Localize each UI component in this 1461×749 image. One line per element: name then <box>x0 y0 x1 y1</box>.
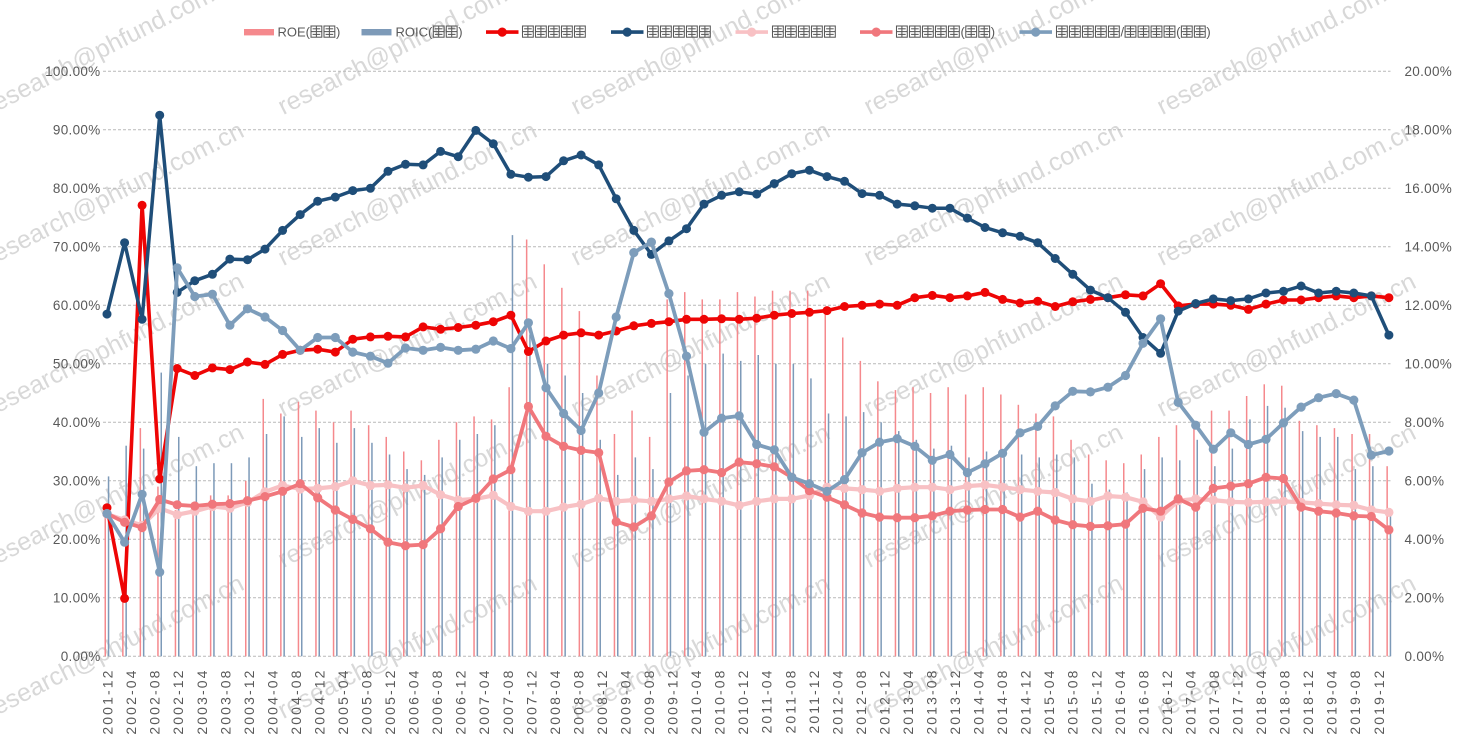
svg-text:60.00%: 60.00% <box>53 298 101 313</box>
svg-text:50.00%: 50.00% <box>53 357 101 372</box>
svg-text:2006-08: 2006-08 <box>429 669 445 735</box>
svg-text:2004-08: 2004-08 <box>288 669 304 735</box>
svg-text:2.00%: 2.00% <box>1405 591 1445 606</box>
svg-text:90.00%: 90.00% <box>53 123 101 138</box>
svg-text:(: ( <box>1176 25 1181 40</box>
svg-text:2001-12: 2001-12 <box>100 669 116 735</box>
svg-text:2008-08: 2008-08 <box>570 669 586 735</box>
svg-text:2012-04: 2012-04 <box>829 669 845 735</box>
svg-text:2008-12: 2008-12 <box>594 669 610 735</box>
svg-text:2007-08: 2007-08 <box>500 669 516 735</box>
svg-text:20.00%: 20.00% <box>53 532 101 547</box>
svg-text:2013-08: 2013-08 <box>924 669 940 735</box>
svg-text:2010-08: 2010-08 <box>712 669 728 735</box>
svg-text:20.00%: 20.00% <box>1405 64 1453 79</box>
svg-text:2007-12: 2007-12 <box>523 669 539 735</box>
svg-text:2018-12: 2018-12 <box>1300 669 1316 735</box>
svg-text:2016-04: 2016-04 <box>1112 669 1128 735</box>
svg-text:2016-12: 2016-12 <box>1159 669 1175 735</box>
svg-text:2002-12: 2002-12 <box>170 669 186 735</box>
svg-text:40.00%: 40.00% <box>53 415 101 430</box>
svg-text:2006-12: 2006-12 <box>453 669 469 735</box>
svg-text:2015-12: 2015-12 <box>1088 669 1104 735</box>
svg-text:2003-08: 2003-08 <box>217 669 233 735</box>
svg-text:): ) <box>458 25 462 40</box>
svg-text:2018-04: 2018-04 <box>1253 669 1269 735</box>
svg-text:30.00%: 30.00% <box>53 474 101 489</box>
svg-text:2002-08: 2002-08 <box>147 669 163 735</box>
svg-text:2010-04: 2010-04 <box>688 669 704 735</box>
svg-text:/: / <box>1121 25 1125 40</box>
svg-text:(: ( <box>961 25 966 40</box>
svg-text:2017-08: 2017-08 <box>1206 669 1222 735</box>
svg-text:2011-04: 2011-04 <box>759 669 775 734</box>
svg-text:2015-04: 2015-04 <box>1041 669 1057 735</box>
svg-text:): ) <box>1206 25 1210 40</box>
svg-text:2009-12: 2009-12 <box>665 669 681 735</box>
svg-text:2012-08: 2012-08 <box>853 669 869 735</box>
svg-text:2013-04: 2013-04 <box>900 669 916 735</box>
svg-text:2003-12: 2003-12 <box>241 669 257 735</box>
svg-text:2002-04: 2002-04 <box>123 669 139 735</box>
svg-text:2005-04: 2005-04 <box>335 669 351 735</box>
svg-text:80.00%: 80.00% <box>53 181 101 196</box>
svg-text:2011-12: 2011-12 <box>806 669 822 734</box>
svg-text:12.00%: 12.00% <box>1405 298 1453 313</box>
svg-text:16.00%: 16.00% <box>1405 181 1453 196</box>
svg-text:2018-08: 2018-08 <box>1277 669 1293 735</box>
svg-text:2014-04: 2014-04 <box>971 669 987 735</box>
svg-text:0.00%: 0.00% <box>61 649 101 664</box>
svg-text:2019-12: 2019-12 <box>1371 669 1387 735</box>
svg-text:2007-04: 2007-04 <box>476 669 492 735</box>
svg-text:): ) <box>336 25 340 40</box>
svg-text:70.00%: 70.00% <box>53 240 101 255</box>
svg-text:8.00%: 8.00% <box>1405 415 1445 430</box>
svg-text:2019-08: 2019-08 <box>1347 669 1363 735</box>
svg-text:2005-12: 2005-12 <box>382 669 398 735</box>
svg-text:2003-04: 2003-04 <box>194 669 210 735</box>
svg-text:2016-08: 2016-08 <box>1135 669 1151 735</box>
svg-text:2006-04: 2006-04 <box>406 669 422 735</box>
svg-text:2009-08: 2009-08 <box>641 669 657 735</box>
svg-text:10.00%: 10.00% <box>53 591 101 606</box>
svg-text:2014-12: 2014-12 <box>1018 669 1034 735</box>
svg-text:2008-04: 2008-04 <box>547 669 563 735</box>
svg-text:2010-12: 2010-12 <box>735 669 751 735</box>
svg-text:18.00%: 18.00% <box>1405 123 1453 138</box>
svg-text:10.00%: 10.00% <box>1405 357 1453 372</box>
svg-text:2011-08: 2011-08 <box>782 669 798 734</box>
svg-text:4.00%: 4.00% <box>1405 532 1445 547</box>
svg-text:2004-04: 2004-04 <box>264 669 280 735</box>
svg-text:2017-12: 2017-12 <box>1230 669 1246 735</box>
svg-text:2012-12: 2012-12 <box>876 669 892 735</box>
svg-text:0.00%: 0.00% <box>1405 649 1445 664</box>
svg-text:ROE(: ROE( <box>278 25 311 40</box>
svg-text:2005-08: 2005-08 <box>359 669 375 735</box>
svg-text:14.00%: 14.00% <box>1405 240 1453 255</box>
svg-text:ROIC(: ROIC( <box>396 25 434 40</box>
svg-text:): ) <box>991 25 995 40</box>
svg-text:100.00%: 100.00% <box>45 64 100 79</box>
svg-text:2004-12: 2004-12 <box>312 669 328 735</box>
svg-text:6.00%: 6.00% <box>1405 474 1445 489</box>
svg-text:2009-04: 2009-04 <box>618 669 634 735</box>
svg-text:2019-04: 2019-04 <box>1324 669 1340 735</box>
svg-text:2013-12: 2013-12 <box>947 669 963 735</box>
svg-text:2014-08: 2014-08 <box>994 669 1010 735</box>
svg-text:2015-08: 2015-08 <box>1065 669 1081 735</box>
svg-text:2017-04: 2017-04 <box>1182 669 1198 735</box>
